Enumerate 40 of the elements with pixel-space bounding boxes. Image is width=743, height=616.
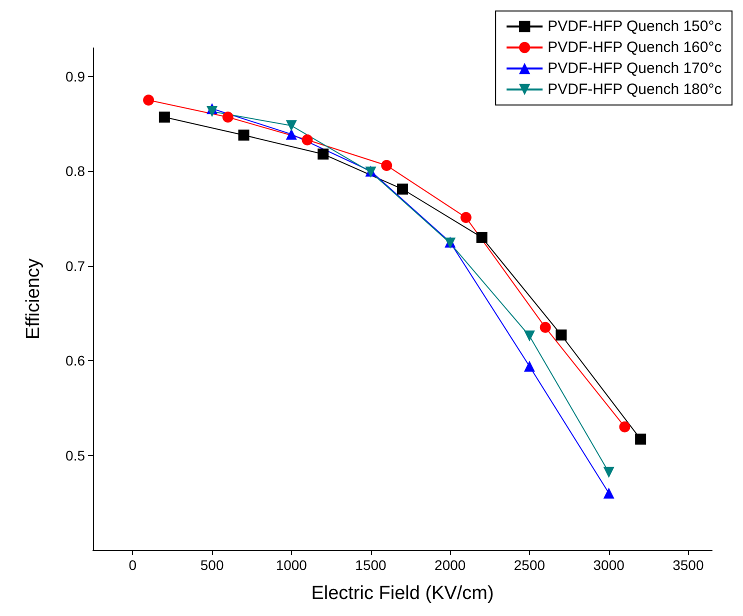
point xyxy=(397,184,408,195)
y-tick-label: 0.7 xyxy=(66,258,86,274)
y-tick-label: 0.5 xyxy=(66,447,86,464)
point xyxy=(460,212,472,224)
legend-label: PVDF-HFP Quench 170°c xyxy=(548,60,722,77)
y-tick-label: 0.6 xyxy=(66,352,86,369)
point xyxy=(476,232,488,243)
point xyxy=(318,148,329,160)
x-tick-label: 0 xyxy=(128,557,137,573)
x-tick-label: 2000 xyxy=(434,557,466,573)
y-axis-title: Efficiency xyxy=(23,258,44,340)
y-tick-label: 0.8 xyxy=(66,163,86,180)
point xyxy=(286,120,297,132)
point xyxy=(556,329,567,340)
point xyxy=(222,112,234,123)
x-tick-label: 3500 xyxy=(672,557,704,573)
x-axis-title: Electric Field (KV/cm) xyxy=(311,583,494,604)
x-tick-label: 1000 xyxy=(276,557,308,573)
point xyxy=(206,106,218,117)
point xyxy=(286,128,297,140)
x-tick-label: 3000 xyxy=(593,557,625,573)
point xyxy=(302,134,313,146)
point xyxy=(635,434,646,445)
point xyxy=(619,421,630,432)
x-tick-label: 1500 xyxy=(355,557,387,573)
legend-label: PVDF-HFP Quench 150°c xyxy=(548,18,722,35)
x-tick-label: 500 xyxy=(200,557,224,573)
x-tick-label: 2500 xyxy=(514,557,546,573)
legend-label: PVDF-HFP Quench 180°c xyxy=(548,81,722,98)
legend-label: PVDF-HFP Quench 160°c xyxy=(548,39,722,56)
point xyxy=(603,488,614,499)
point xyxy=(603,466,614,478)
point xyxy=(524,360,535,372)
point xyxy=(158,112,170,123)
point xyxy=(143,94,154,106)
point xyxy=(381,160,392,171)
y-tick-label: 0.9 xyxy=(66,68,86,84)
point xyxy=(238,130,250,141)
point xyxy=(540,322,551,333)
point xyxy=(524,330,535,342)
